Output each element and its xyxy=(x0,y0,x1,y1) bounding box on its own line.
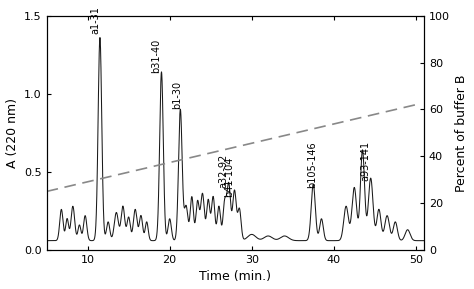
Text: b1-30: b1-30 xyxy=(172,81,182,110)
Y-axis label: A (220 nm): A (220 nm) xyxy=(6,98,18,168)
Text: a93-141: a93-141 xyxy=(361,141,371,181)
Text: a32-92: a32-92 xyxy=(219,153,229,188)
Text: a1-31: a1-31 xyxy=(90,7,100,34)
Text: b105-146: b105-146 xyxy=(307,141,318,188)
X-axis label: Time (min.): Time (min.) xyxy=(199,271,271,284)
Text: b31-40: b31-40 xyxy=(152,39,162,73)
Text: b41-104: b41-104 xyxy=(224,157,234,197)
Y-axis label: Percent of buffer B: Percent of buffer B xyxy=(456,74,468,192)
